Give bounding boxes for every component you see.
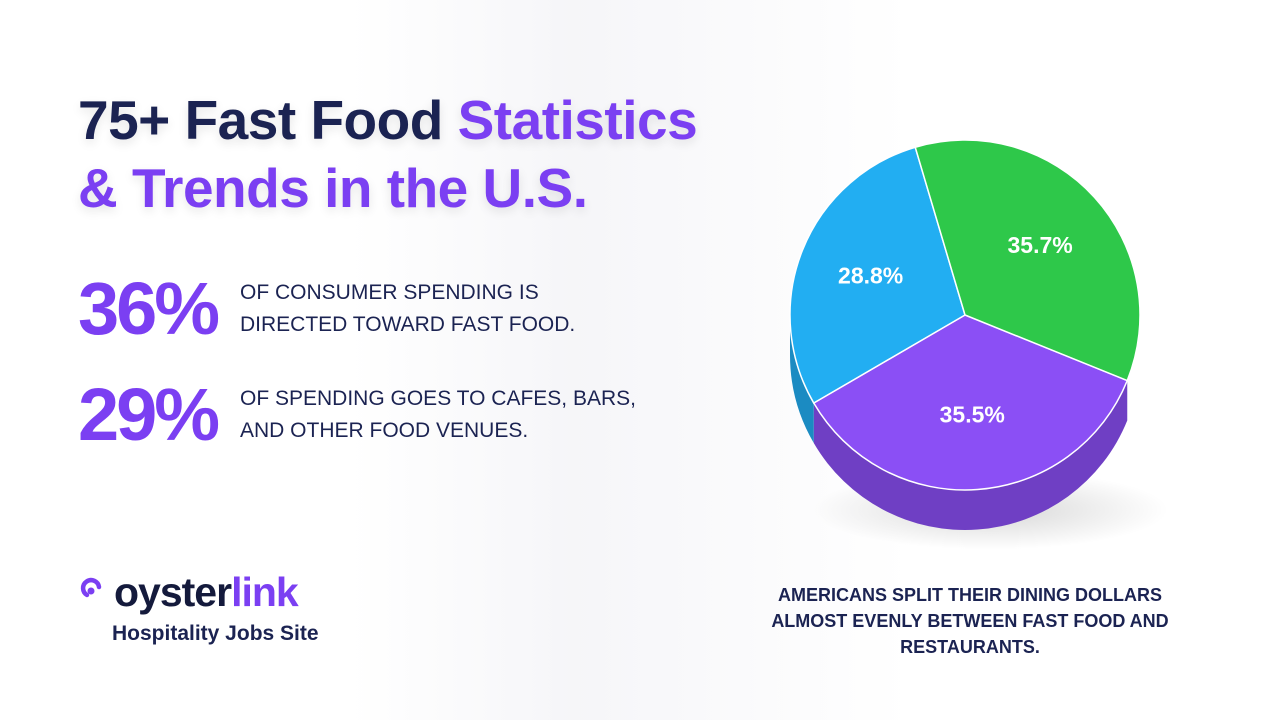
pie-slice	[914, 139, 1141, 382]
stat-cafes-bars: 29% OF SPENDING GOES TO CAFES, BARS, AND…	[78, 378, 636, 452]
stat-description-line: OF CONSUMER SPENDING IS	[240, 281, 539, 304]
stat-description-line: AND OTHER FOOD VENUES.	[240, 419, 529, 442]
chart-caption: AMERICANS SPLIT THEIR DINING DOLLARS ALM…	[700, 582, 1240, 660]
logo-word-link: link	[231, 569, 299, 615]
stat-description: OF CONSUMER SPENDING IS DIRECTED TOWARD …	[240, 277, 575, 341]
page-title: 75+ Fast Food Statistics & Trends in the…	[78, 86, 698, 222]
logo-tagline: Hospitality Jobs Site	[112, 622, 319, 645]
pie-tops	[789, 139, 1141, 491]
pie-slice	[812, 314, 1129, 491]
logo-wordmark: oysterlink	[114, 569, 299, 615]
title-accent-part: Statistics	[457, 89, 698, 151]
stat-description: OF SPENDING GOES TO CAFES, BARS, AND OTH…	[240, 383, 636, 447]
title-line-2: & Trends in the U.S.	[78, 157, 588, 219]
pie-slice	[789, 146, 966, 405]
caption-line: AMERICANS SPLIT THEIR DINING DOLLARS	[777, 585, 1162, 605]
pie-slice-label: 35.5%	[940, 401, 1005, 427]
caption-line: RESTAURANTS.	[900, 637, 1040, 657]
stat-description-line: DIRECTED TOWARD FAST FOOD.	[240, 313, 576, 336]
oysterlink-logo: oysterlink	[78, 569, 299, 615]
pie-slice-side	[813, 380, 1128, 530]
stat-value: 29%	[78, 373, 220, 456]
pie-slice-label: 35.7%	[1008, 232, 1073, 258]
stat-description-line: OF SPENDING GOES TO CAFES, BARS,	[240, 387, 636, 410]
oysterlink-logo-icon	[80, 577, 102, 598]
pie-chart: 35.5% 28.8% 35.7%	[789, 139, 1141, 530]
pie-slice-label: 28.8%	[838, 263, 903, 289]
stat-value: 36%	[78, 267, 220, 350]
caption-line: ALMOST EVENLY BETWEEN FAST FOOD AND	[771, 611, 1169, 631]
title-dark-part: 75+ Fast Food	[78, 89, 458, 151]
stat-fast-food: 36% OF CONSUMER SPENDING IS DIRECTED TOW…	[78, 272, 575, 346]
pie-labels: 35.5% 28.8% 35.7%	[838, 232, 1073, 427]
logo-word-oyster: oyster	[114, 569, 232, 615]
